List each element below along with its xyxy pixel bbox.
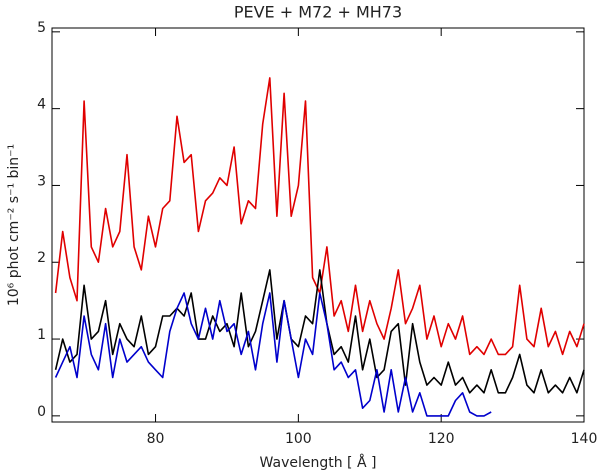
y-tick-label: 2 [37, 250, 46, 266]
x-tick-label: 100 [285, 431, 312, 447]
plot-frame [51, 27, 585, 423]
data-line [54, 269, 585, 394]
y-tick-label: 3 [37, 173, 46, 189]
y-tick-label: 5 [37, 20, 46, 36]
x-tick-label: 120 [428, 431, 455, 447]
x-tick-label: 80 [147, 431, 165, 447]
data-line [54, 77, 585, 356]
x-tick-label: 140 [571, 431, 598, 447]
data-line [54, 292, 492, 417]
x-axis-label: Wavelength [ Å ] [260, 454, 377, 471]
y-axis-label: 10⁶ phot cm⁻² s⁻¹ bin⁻¹ [6, 144, 22, 306]
y-tick-label: 1 [37, 327, 46, 343]
y-tick-label: 0 [37, 404, 46, 420]
y-tick-label: 4 [37, 97, 46, 113]
chart-title: PEVE + M72 + MH73 [234, 3, 402, 22]
